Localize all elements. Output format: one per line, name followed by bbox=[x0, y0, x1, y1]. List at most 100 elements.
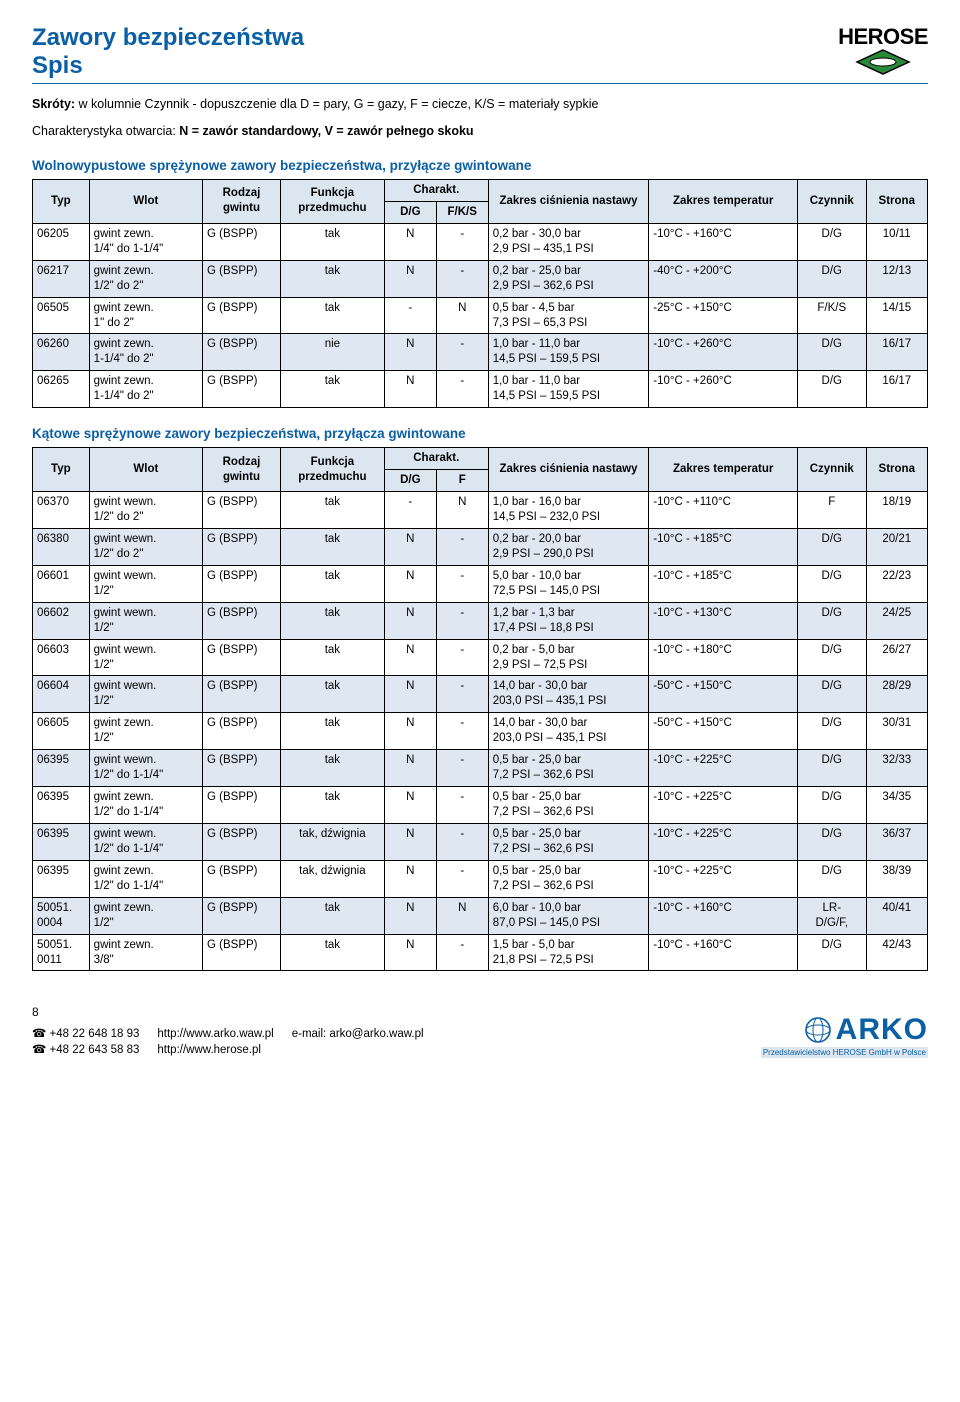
cell-str: 12/13 bbox=[866, 260, 927, 297]
cell-rodzaj: G (BSPP) bbox=[203, 602, 281, 639]
page-subtitle: Spis bbox=[32, 52, 304, 80]
cell-cis: 1,0 bar - 16,0 bar14,5 PSI – 232,0 PSI bbox=[488, 492, 649, 529]
cell-rodzaj: G (BSPP) bbox=[203, 823, 281, 860]
cell-fks: - bbox=[436, 260, 488, 297]
cell-fks: - bbox=[436, 565, 488, 602]
cell-temp: -10°C - +185°C bbox=[649, 565, 798, 602]
cell-czyn: D/G bbox=[798, 750, 866, 787]
cell-typ: 06605 bbox=[33, 713, 90, 750]
page-number: 8 bbox=[32, 1005, 424, 1019]
cell-cis: 0,5 bar - 25,0 bar7,2 PSI – 362,6 PSI bbox=[488, 860, 649, 897]
cell-fks: - bbox=[436, 602, 488, 639]
cell-wlot: gwint zewn.3/8" bbox=[89, 934, 202, 971]
cell-funkcja: tak bbox=[280, 528, 384, 565]
cell-wlot: gwint wewn.1/2" do 2" bbox=[89, 528, 202, 565]
cell-wlot: gwint wewn.1/2" do 2" bbox=[89, 492, 202, 529]
cell-fks: - bbox=[436, 223, 488, 260]
herose-brand-text: HEROSE bbox=[838, 24, 928, 50]
cell-rodzaj: G (BSPP) bbox=[203, 787, 281, 824]
cell-czyn: D/G bbox=[798, 260, 866, 297]
th-dg: D/G bbox=[384, 201, 436, 223]
th-rodzaj: Rodzaj gwintu bbox=[203, 179, 281, 223]
cell-funkcja: tak bbox=[280, 897, 384, 934]
cell-rodzaj: G (BSPP) bbox=[203, 528, 281, 565]
cell-funkcja: tak, dźwignia bbox=[280, 860, 384, 897]
cell-cis: 0,5 bar - 25,0 bar7,2 PSI – 362,6 PSI bbox=[488, 787, 649, 824]
cell-fks: - bbox=[436, 371, 488, 408]
cell-fks: - bbox=[436, 823, 488, 860]
cell-str: 26/27 bbox=[866, 639, 927, 676]
url-1: http://www.arko.waw.pl bbox=[157, 1027, 273, 1043]
cell-temp: -10°C - +225°C bbox=[649, 860, 798, 897]
table-row: 06205gwint zewn.1/4" do 1-1/4"G (BSPP)ta… bbox=[33, 223, 928, 260]
table-row: 06601gwint wewn.1/2"G (BSPP)takN-5,0 bar… bbox=[33, 565, 928, 602]
cell-str: 36/37 bbox=[866, 823, 927, 860]
cell-typ: 06604 bbox=[33, 676, 90, 713]
cell-str: 24/25 bbox=[866, 602, 927, 639]
cell-dg: N bbox=[384, 371, 436, 408]
cell-dg: - bbox=[384, 297, 436, 334]
cell-typ: 06260 bbox=[33, 334, 90, 371]
table-row: 06265gwint zewn.1-1/4" do 2"G (BSPP)takN… bbox=[33, 371, 928, 408]
table-row: 06395gwint wewn.1/2" do 1-1/4"G (BSPP)ta… bbox=[33, 823, 928, 860]
contact-block: +48 22 648 18 93 +48 22 643 58 83 http:/… bbox=[32, 1027, 424, 1058]
cell-dg: N bbox=[384, 528, 436, 565]
table-row: 06370gwint wewn.1/2" do 2"G (BSPP)tak-N1… bbox=[33, 492, 928, 529]
cell-dg: N bbox=[384, 787, 436, 824]
cell-temp: -10°C - +160°C bbox=[649, 223, 798, 260]
table-row: 06605gwint zewn.1/2"G (BSPP)takN-14,0 ba… bbox=[33, 713, 928, 750]
intro-line-2: Charakterystyka otwarcia: N = zawór stan… bbox=[32, 123, 928, 140]
email: e-mail: arko@arko.waw.pl bbox=[292, 1027, 424, 1043]
cell-fks: - bbox=[436, 787, 488, 824]
cell-wlot: gwint zewn.1/2" do 1-1/4" bbox=[89, 787, 202, 824]
arko-logo-block: ARKO Przedstawicielstwo HEROSE GmbH w Po… bbox=[761, 1013, 928, 1058]
cell-fks: - bbox=[436, 676, 488, 713]
th-wlot: Wlot bbox=[89, 179, 202, 223]
url-2: http://www.herose.pl bbox=[157, 1043, 273, 1059]
cell-wlot: gwint zewn.1/2" bbox=[89, 713, 202, 750]
th-czynnik: Czynnik bbox=[798, 179, 866, 223]
cell-temp: -10°C - +260°C bbox=[649, 334, 798, 371]
cell-czyn: D/G bbox=[798, 713, 866, 750]
table2-head: Typ Wlot Rodzaj gwintu Funkcja przedmuch… bbox=[33, 448, 928, 492]
cell-dg: N bbox=[384, 713, 436, 750]
cell-dg: N bbox=[384, 565, 436, 602]
th-typ: Typ bbox=[33, 179, 90, 223]
cell-temp: -25°C - +150°C bbox=[649, 297, 798, 334]
cell-czyn: LR-D/G/F, bbox=[798, 897, 866, 934]
cell-czyn: D/G bbox=[798, 787, 866, 824]
cell-wlot: gwint wewn.1/2" bbox=[89, 565, 202, 602]
arko-subtitle: Przedstawicielstwo HEROSE GmbH w Polsce bbox=[761, 1047, 928, 1058]
cell-czyn: F bbox=[798, 492, 866, 529]
cell-typ: 06602 bbox=[33, 602, 90, 639]
cell-str: 38/39 bbox=[866, 860, 927, 897]
cell-czyn: D/G bbox=[798, 223, 866, 260]
cell-czyn: D/G bbox=[798, 639, 866, 676]
cell-funkcja: tak bbox=[280, 223, 384, 260]
cell-wlot: gwint wewn.1/2" do 1-1/4" bbox=[89, 750, 202, 787]
table-row: 06395gwint wewn.1/2" do 1-1/4"G (BSPP)ta… bbox=[33, 750, 928, 787]
cell-funkcja: tak bbox=[280, 750, 384, 787]
cell-rodzaj: G (BSPP) bbox=[203, 260, 281, 297]
cell-cis: 14,0 bar - 30,0 bar203,0 PSI – 435,1 PSI bbox=[488, 676, 649, 713]
cell-dg: N bbox=[384, 223, 436, 260]
cell-str: 20/21 bbox=[866, 528, 927, 565]
cell-dg: N bbox=[384, 934, 436, 971]
cell-typ: 06380 bbox=[33, 528, 90, 565]
cell-fks: - bbox=[436, 934, 488, 971]
cell-dg: N bbox=[384, 750, 436, 787]
cell-funkcja: tak bbox=[280, 492, 384, 529]
cell-funkcja: nie bbox=[280, 334, 384, 371]
th-zakres-cis: Zakres ciśnienia nastawy bbox=[488, 448, 649, 492]
section2-title: Kątowe sprężynowe zawory bezpieczeństwa,… bbox=[32, 426, 928, 441]
th-f: F bbox=[436, 470, 488, 492]
cell-temp: -10°C - +225°C bbox=[649, 787, 798, 824]
cell-cis: 0,2 bar - 5,0 bar2,9 PSI – 72,5 PSI bbox=[488, 639, 649, 676]
table-row: 06395gwint zewn.1/2" do 1-1/4"G (BSPP)ta… bbox=[33, 787, 928, 824]
cell-rodzaj: G (BSPP) bbox=[203, 492, 281, 529]
page-title: Zawory bezpieczeństwa bbox=[32, 24, 304, 52]
table1-head: Typ Wlot Rodzaj gwintu Funkcja przedmuch… bbox=[33, 179, 928, 223]
cell-str: 16/17 bbox=[866, 334, 927, 371]
cell-typ: 06395 bbox=[33, 823, 90, 860]
intro-line-1: Skróty: w kolumnie Czynnik - dopuszczeni… bbox=[32, 96, 928, 113]
